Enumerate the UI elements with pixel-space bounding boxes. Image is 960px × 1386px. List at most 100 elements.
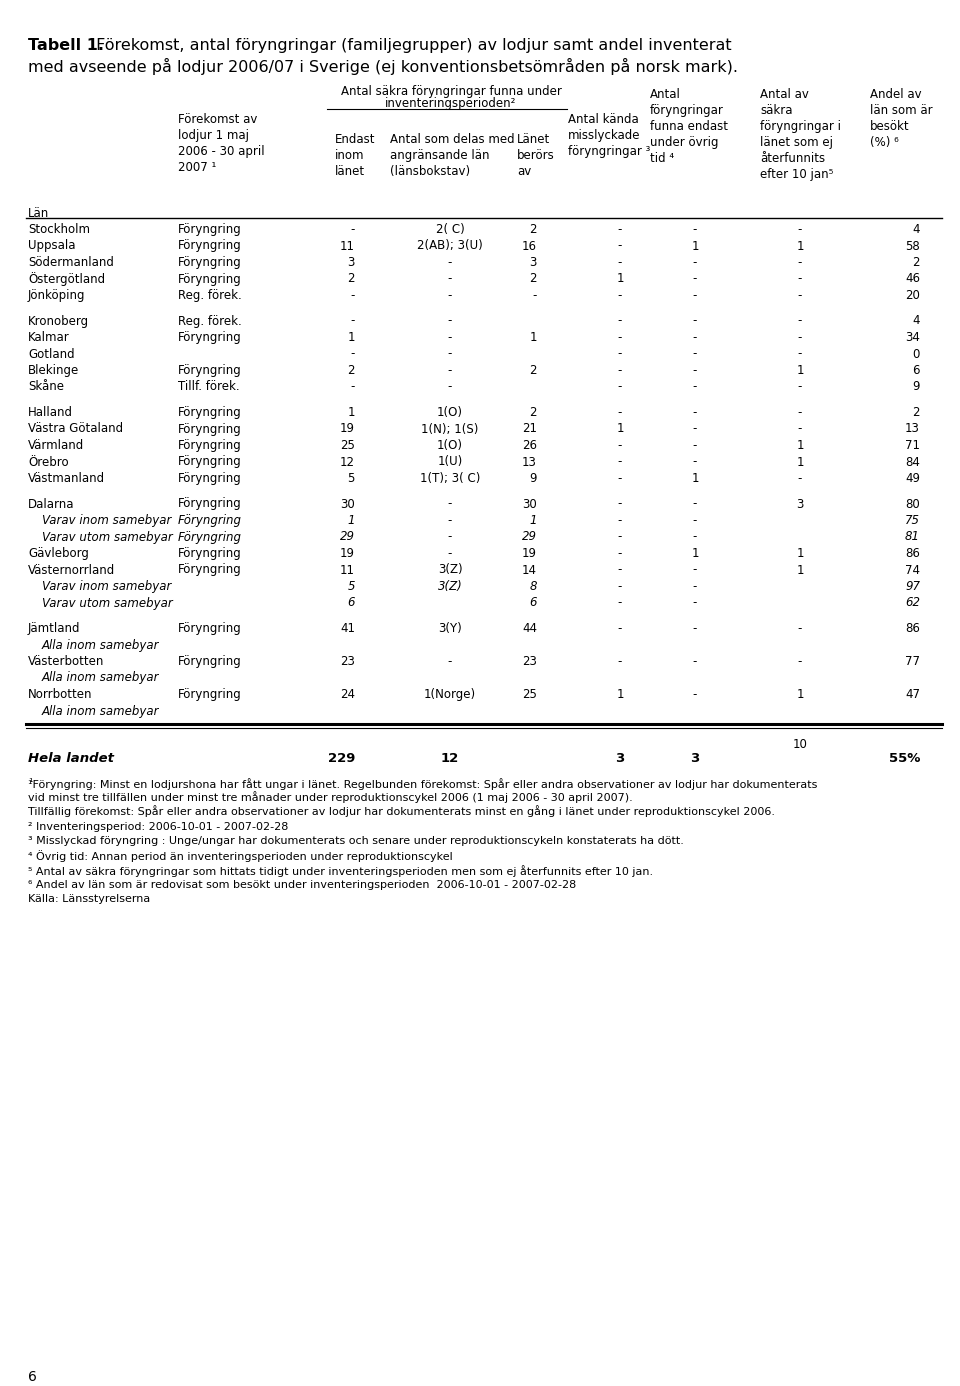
Text: 11: 11 [340,564,355,577]
Text: 3(Z): 3(Z) [438,579,463,593]
Text: -: - [798,331,803,344]
Text: Län: Län [28,207,49,220]
Text: -: - [618,223,622,236]
Text: Tillf. förek.: Tillf. förek. [178,381,240,394]
Text: -: - [618,514,622,527]
Text: -: - [350,381,355,394]
Text: Föryngring: Föryngring [178,656,242,668]
Text: 1: 1 [616,687,624,701]
Text: Länet
berörs
av: Länet berörs av [517,133,555,177]
Text: -: - [618,290,622,302]
Text: Alla inom samebyar: Alla inom samebyar [42,704,159,718]
Text: 80: 80 [905,498,920,510]
Text: -: - [693,456,697,468]
Text: Jönköping: Jönköping [28,290,85,302]
Text: -: - [693,596,697,610]
Text: Föryngring: Föryngring [178,547,242,560]
Text: Hela landet: Hela landet [28,753,114,765]
Text: 1(T); 3( C): 1(T); 3( C) [420,473,480,485]
Text: Föryngring: Föryngring [178,498,242,510]
Text: -: - [618,498,622,510]
Text: -: - [533,290,537,302]
Text: -: - [693,687,697,701]
Text: ¹​Föryngring​: Minst en lodjurshona har fått ungar i länet. Regelbunden förekoms: ¹​Föryngring​: Minst en lodjurshona har … [28,778,817,790]
Text: 1: 1 [691,240,699,252]
Text: 229: 229 [327,753,355,765]
Text: Föryngring: Föryngring [178,456,242,468]
Text: -: - [350,223,355,236]
Text: 1: 1 [616,423,624,435]
Text: 2: 2 [913,406,920,419]
Text: 29: 29 [522,531,537,543]
Text: 49: 49 [905,473,920,485]
Text: 16: 16 [522,240,537,252]
Text: Reg. förek.: Reg. förek. [178,290,242,302]
Text: Jämtland: Jämtland [28,622,81,635]
Text: 3(Z): 3(Z) [438,564,463,577]
Text: ⁵ Antal av säkra föryngringar som hittats tidigt under inventeringsperioden men : ⁵ Antal av säkra föryngringar som hittat… [28,865,653,877]
Text: Varav inom samebyar: Varav inom samebyar [42,514,172,527]
Text: -: - [618,564,622,577]
Text: Förekomst av
lodjur 1 maj
2006 - 30 april
2007 ¹: Förekomst av lodjur 1 maj 2006 - 30 apri… [178,114,265,175]
Text: -: - [693,579,697,593]
Text: -: - [693,223,697,236]
Text: Föryngring: Föryngring [178,531,242,543]
Text: 20: 20 [905,290,920,302]
Text: Föryngring: Föryngring [178,406,242,419]
Text: Alla inom samebyar: Alla inom samebyar [42,639,159,651]
Text: 19: 19 [340,423,355,435]
Text: 2: 2 [530,365,537,377]
Text: Föryngring: Föryngring [178,240,242,252]
Text: Alla inom samebyar: Alla inom samebyar [42,671,159,685]
Text: 6: 6 [348,596,355,610]
Text: 25: 25 [522,687,537,701]
Text: 44: 44 [522,622,537,635]
Text: -: - [798,406,803,419]
Text: 41: 41 [340,622,355,635]
Text: Antal som delas med
angränsande län
(länsbokstav): Antal som delas med angränsande län (län… [390,133,515,177]
Text: -: - [618,381,622,394]
Text: -: - [798,273,803,286]
Text: -: - [618,256,622,269]
Text: Södermanland: Södermanland [28,256,114,269]
Text: Gotland: Gotland [28,348,75,360]
Text: -: - [798,290,803,302]
Text: -: - [618,348,622,360]
Text: 30: 30 [340,498,355,510]
Text: -: - [798,656,803,668]
Text: 2: 2 [913,256,920,269]
Text: -: - [798,473,803,485]
Text: Kalmar: Kalmar [28,331,70,344]
Text: 0: 0 [913,348,920,360]
Text: ⁴ ​Övrig tid​: Annan period än inventeringsperioden under reproduktionscykel: ⁴ ​Övrig tid​: Annan period än inventeri… [28,851,453,862]
Text: Föryngring: Föryngring [178,365,242,377]
Text: Föryngring: Föryngring [178,423,242,435]
Text: 1: 1 [530,331,537,344]
Text: 11: 11 [340,240,355,252]
Text: Varav inom samebyar: Varav inom samebyar [42,579,172,593]
Text: Varav utom samebyar: Varav utom samebyar [42,596,173,610]
Text: 46: 46 [905,273,920,286]
Text: -: - [448,514,452,527]
Text: -: - [693,439,697,452]
Text: -: - [447,290,452,302]
Text: Källa: Länsstyrelserna: Källa: Länsstyrelserna [28,894,151,904]
Text: 1(U): 1(U) [438,456,463,468]
Text: Dalarna: Dalarna [28,498,75,510]
Text: 1: 1 [796,687,804,701]
Text: 81: 81 [905,531,920,543]
Text: Västra Götaland: Västra Götaland [28,423,123,435]
Text: Föryngring: Föryngring [178,687,242,701]
Text: ¹: ¹ [28,778,33,789]
Text: 58: 58 [905,240,920,252]
Text: 47: 47 [905,687,920,701]
Text: Tabell 1.: Tabell 1. [28,37,104,53]
Text: -: - [448,531,452,543]
Text: -: - [618,656,622,668]
Text: 1(Norge): 1(Norge) [424,687,476,701]
Text: 2( C): 2( C) [436,223,465,236]
Text: 62: 62 [905,596,920,610]
Text: -: - [618,331,622,344]
Text: 86: 86 [905,622,920,635]
Text: 6: 6 [530,596,537,610]
